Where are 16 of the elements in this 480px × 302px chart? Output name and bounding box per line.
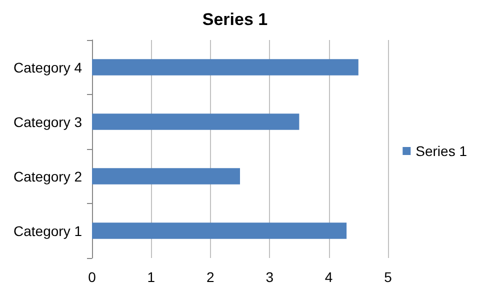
x-tick-label: 4 [324, 269, 333, 285]
bar [92, 59, 358, 76]
y-tick-label: Category 4 [14, 59, 82, 76]
x-tick-label: 0 [88, 269, 96, 285]
y-tick-label: Category 1 [14, 222, 82, 239]
bar [92, 114, 300, 130]
chart-title: Series 1 [202, 10, 268, 29]
legend-label: Series 1 [416, 143, 468, 159]
x-tick-label: 5 [384, 269, 392, 285]
y-tick-label: Category 3 [14, 114, 82, 130]
x-tick-label: 3 [266, 269, 274, 285]
x-tick-label: 1 [147, 269, 156, 285]
y-tick-label: Category 2 [14, 168, 82, 184]
x-tick-label: 2 [206, 269, 214, 285]
bar [92, 222, 347, 239]
bar [92, 168, 240, 184]
